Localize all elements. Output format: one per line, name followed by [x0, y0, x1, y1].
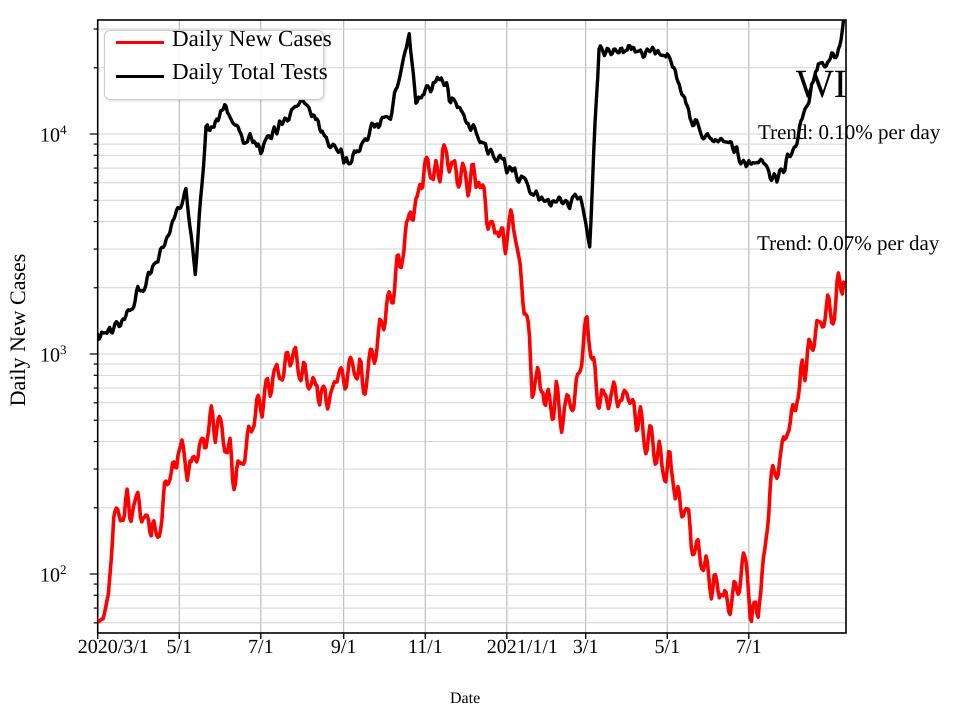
svg-text:WI: WI — [796, 61, 847, 106]
svg-text:Trend: 0.07% per day: Trend: 0.07% per day — [757, 231, 940, 255]
svg-text:Trend: 0.10% per day: Trend: 0.10% per day — [758, 120, 941, 144]
